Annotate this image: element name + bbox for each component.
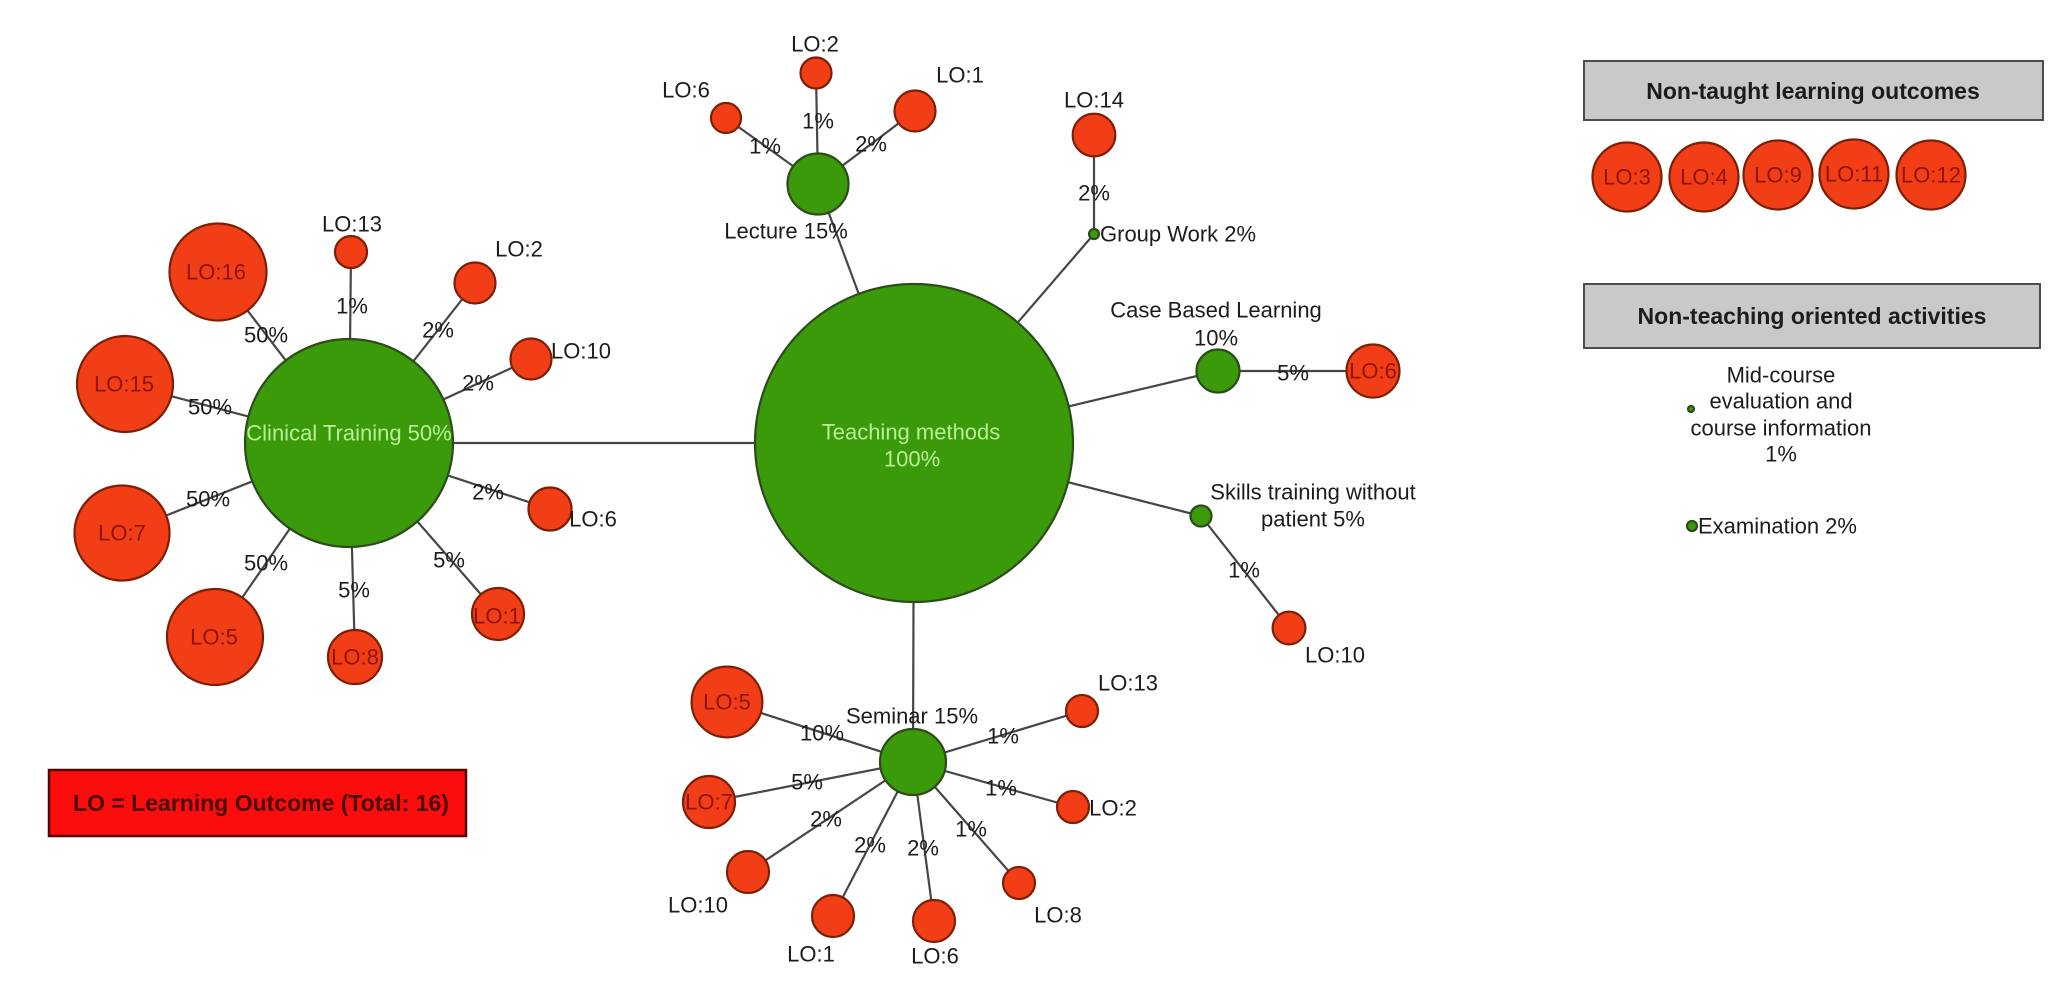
svg-text:Clinical Training 50%: Clinical Training 50% (246, 421, 451, 446)
svg-text:2%: 2% (462, 371, 494, 396)
svg-text:Teaching methods: Teaching methods (822, 420, 1001, 445)
svg-text:LO:11: LO:11 (1825, 162, 1883, 187)
svg-text:LO:15: LO:15 (94, 372, 154, 397)
svg-text:LO:1: LO:1 (473, 604, 521, 629)
svg-text:evaluation and: evaluation and (1709, 389, 1852, 414)
svg-text:Mid-course: Mid-course (1727, 363, 1836, 388)
svg-text:1%: 1% (987, 724, 1019, 749)
svg-text:1%: 1% (802, 109, 834, 134)
svg-text:1%: 1% (955, 817, 987, 842)
svg-text:5%: 5% (1277, 361, 1309, 386)
svg-text:2%: 2% (907, 836, 939, 861)
svg-text:50%: 50% (244, 551, 288, 576)
svg-text:10%: 10% (800, 721, 844, 746)
svg-text:LO:10: LO:10 (551, 339, 611, 364)
svg-text:patient 5%: patient 5% (1261, 507, 1365, 532)
svg-text:100%: 100% (884, 447, 940, 472)
svg-text:LO:2: LO:2 (791, 32, 839, 57)
svg-text:Non-teaching oriented activiti: Non-teaching oriented activities (1638, 303, 1987, 329)
svg-text:1%: 1% (749, 134, 781, 159)
svg-text:Group Work 2%: Group Work 2% (1100, 222, 1256, 247)
svg-text:2%: 2% (854, 833, 886, 858)
svg-text:LO:5: LO:5 (703, 690, 751, 715)
svg-text:2%: 2% (1078, 181, 1110, 206)
svg-text:2%: 2% (472, 480, 504, 505)
svg-text:LO:10: LO:10 (1305, 643, 1365, 668)
svg-text:5%: 5% (791, 770, 823, 795)
svg-text:LO:2: LO:2 (1089, 796, 1137, 821)
svg-text:LO:2: LO:2 (495, 237, 543, 262)
svg-text:50%: 50% (244, 323, 288, 348)
svg-text:LO:6: LO:6 (569, 507, 617, 532)
svg-text:LO:13: LO:13 (1098, 671, 1158, 696)
svg-text:LO:7: LO:7 (98, 521, 146, 546)
svg-text:LO:8: LO:8 (331, 645, 379, 670)
svg-text:Examination 2%: Examination 2% (1698, 514, 1857, 539)
svg-text:10%: 10% (1194, 326, 1238, 351)
svg-text:LO:6: LO:6 (1349, 359, 1397, 384)
svg-text:Skills training without: Skills training without (1210, 480, 1415, 505)
svg-text:LO:6: LO:6 (662, 78, 710, 103)
svg-text:Lecture 15%: Lecture 15% (724, 219, 848, 244)
svg-text:LO:14: LO:14 (1064, 88, 1124, 113)
svg-text:1%: 1% (336, 294, 368, 319)
svg-text:course information: course information (1691, 416, 1872, 441)
svg-text:LO:1: LO:1 (936, 63, 984, 88)
svg-text:LO:10: LO:10 (668, 893, 728, 918)
svg-text:1%: 1% (1765, 442, 1797, 467)
svg-text:5%: 5% (338, 578, 370, 603)
svg-text:Case Based Learning: Case Based Learning (1110, 298, 1322, 323)
svg-text:1%: 1% (1228, 558, 1260, 583)
svg-text:50%: 50% (186, 487, 230, 512)
svg-text:LO:5: LO:5 (190, 625, 238, 650)
svg-text:2%: 2% (855, 132, 887, 157)
svg-text:5%: 5% (433, 548, 465, 573)
svg-text:LO:13: LO:13 (322, 212, 382, 237)
svg-text:1%: 1% (985, 776, 1017, 801)
svg-text:2%: 2% (422, 318, 454, 343)
svg-text:LO:8: LO:8 (1034, 903, 1082, 928)
svg-text:LO:12: LO:12 (1901, 163, 1961, 188)
svg-text:LO:9: LO:9 (1754, 163, 1802, 188)
svg-text:LO:16: LO:16 (186, 260, 246, 285)
svg-text:50%: 50% (188, 395, 232, 420)
svg-text:2%: 2% (810, 807, 842, 832)
svg-text:LO:6: LO:6 (911, 944, 959, 969)
svg-text:Seminar 15%: Seminar 15% (846, 704, 978, 729)
svg-text:LO = Learning Outcome (Total:: LO = Learning Outcome (Total: 16) (73, 790, 449, 816)
svg-text:Non-taught learning outcomes: Non-taught learning outcomes (1646, 78, 1980, 104)
svg-text:LO:1: LO:1 (787, 942, 835, 967)
svg-text:LO:7: LO:7 (685, 790, 733, 815)
svg-text:LO:3: LO:3 (1603, 165, 1651, 190)
svg-text:LO:4: LO:4 (1680, 165, 1728, 190)
